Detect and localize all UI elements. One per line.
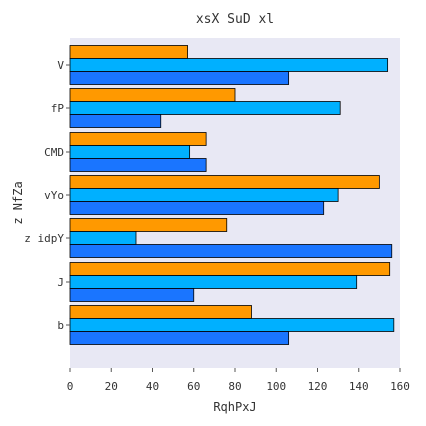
bar-2-5 <box>69 275 358 289</box>
bar-1-5 <box>69 262 391 276</box>
chart-title: xsX SuD xl <box>196 12 274 27</box>
x-axis-label: RqhPxJ <box>213 400 256 414</box>
bar-3-1 <box>69 114 162 128</box>
x-ticks-group: 0 20 40 60 80 100 120 140 160 <box>67 368 410 393</box>
x-tick-label: 60 <box>187 380 200 393</box>
bar-2-3 <box>69 188 339 202</box>
y-tick-label: V <box>57 59 64 72</box>
y-tick-label: b <box>57 319 64 332</box>
x-tick-label: 120 <box>308 380 328 393</box>
bar-1-2 <box>69 132 207 146</box>
bar-2-2 <box>69 145 191 159</box>
y-tick-label: vYo <box>44 189 64 202</box>
bar-3-2 <box>69 158 207 172</box>
bar-1-1 <box>69 88 236 102</box>
bar-1-4 <box>69 218 228 232</box>
x-tick-label: 140 <box>349 380 369 393</box>
bar-1-0 <box>69 45 188 59</box>
y-tick-label: J <box>57 276 64 289</box>
y-axis-label: z NfZa <box>11 181 25 224</box>
x-tick-label: 40 <box>146 380 159 393</box>
bar-2-4 <box>69 231 137 245</box>
bar-3-4 <box>69 244 393 258</box>
x-tick-label: 100 <box>266 380 286 393</box>
bar-2-6 <box>69 318 395 332</box>
y-tick-label: fP <box>51 102 65 115</box>
x-tick-label: 160 <box>390 380 410 393</box>
bar-2-0 <box>69 58 389 72</box>
y-tick-label: z idpY <box>24 232 64 245</box>
bar-3-3 <box>69 201 325 215</box>
bar-3-5 <box>69 288 195 302</box>
bar-1-3 <box>69 175 380 189</box>
x-tick-label: 20 <box>105 380 118 393</box>
y-ticks-group: VfP CMD vYo z idpY Jb <box>24 59 70 332</box>
bar-3-6 <box>69 331 290 345</box>
bar-1-6 <box>69 305 252 319</box>
x-tick-label: 80 <box>228 380 241 393</box>
bar-2-1 <box>69 101 341 115</box>
y-tick-label: CMD <box>44 146 64 159</box>
bar-3-0 <box>69 71 290 85</box>
bars-group <box>69 45 395 345</box>
x-tick-label: 0 <box>67 380 74 393</box>
